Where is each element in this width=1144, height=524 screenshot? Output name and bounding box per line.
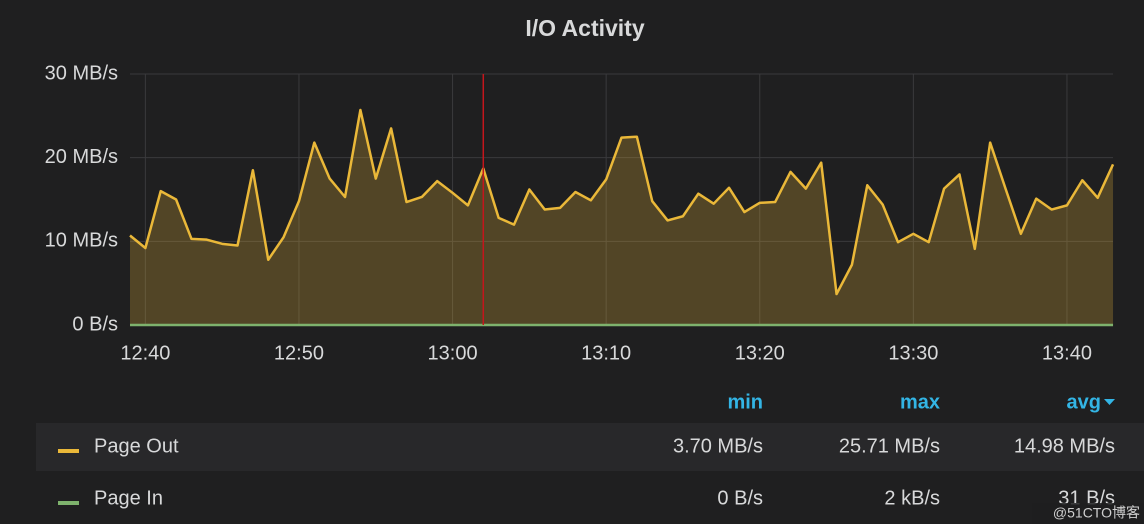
legend-stat: 0 B/s bbox=[717, 487, 763, 509]
x-tick-label: 12:50 bbox=[274, 342, 324, 364]
legend-name: Page Out bbox=[94, 435, 179, 457]
area-fill bbox=[130, 109, 1114, 325]
legend-stat: 3.70 MB/s bbox=[673, 435, 763, 457]
legend-header: avg bbox=[1067, 391, 1101, 413]
chart-title: I/O Activity bbox=[525, 15, 644, 41]
x-tick-label: 13:40 bbox=[1042, 342, 1092, 364]
legend-row-bg bbox=[36, 423, 1144, 471]
y-tick-label: 20 MB/s bbox=[45, 146, 118, 168]
x-tick-label: 12:40 bbox=[120, 342, 170, 364]
sort-caret bbox=[1104, 399, 1115, 405]
legend-stat: 25.71 MB/s bbox=[839, 435, 940, 457]
legend-header: max bbox=[900, 391, 940, 413]
legend-name: Page In bbox=[94, 487, 163, 509]
x-tick-label: 13:00 bbox=[428, 342, 478, 364]
legend-stat: 2 kB/s bbox=[884, 487, 940, 509]
y-tick-label: 30 MB/s bbox=[45, 62, 118, 84]
legend-stat: 14.98 MB/s bbox=[1014, 435, 1115, 457]
series-line bbox=[129, 108, 1115, 296]
y-tick-label: 10 MB/s bbox=[45, 230, 118, 252]
x-tick-label: 13:30 bbox=[888, 342, 938, 364]
y-tick-label: 0 B/s bbox=[72, 313, 118, 335]
watermark-bg bbox=[1032, 503, 1144, 524]
x-tick-label: 13:10 bbox=[581, 342, 631, 364]
watermark: @51CTO博客 bbox=[1053, 505, 1140, 521]
legend-header: min bbox=[727, 391, 763, 413]
x-tick-label: 13:20 bbox=[735, 342, 785, 364]
